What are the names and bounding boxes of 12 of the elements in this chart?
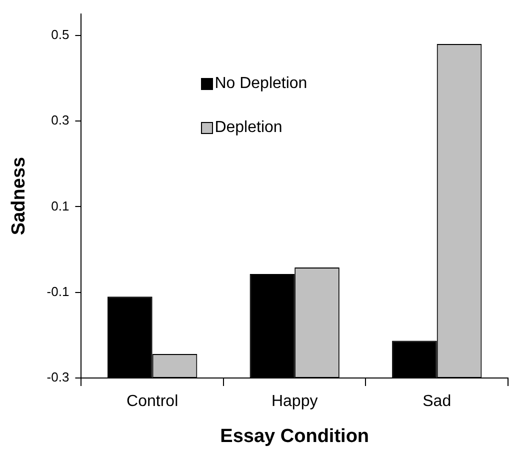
- legend-label: Depletion: [214, 119, 282, 137]
- y-tick-label: 0.3: [51, 112, 70, 128]
- y-tick-label: -0.1: [46, 284, 70, 299]
- legend-label: No Depletion: [214, 75, 308, 93]
- x-tick-label: Control: [126, 393, 178, 410]
- x-tick-label: Happy: [271, 393, 318, 410]
- y-tick-label: 0.1: [51, 198, 70, 214]
- x-tick-label: Sad: [422, 393, 452, 410]
- y-tick-label: -0.3: [46, 370, 70, 385]
- y-axis-title: Sadness: [8, 156, 30, 236]
- y-tick-label: 0.5: [51, 26, 70, 42]
- x-axis-title: Essay Condition: [220, 426, 370, 447]
